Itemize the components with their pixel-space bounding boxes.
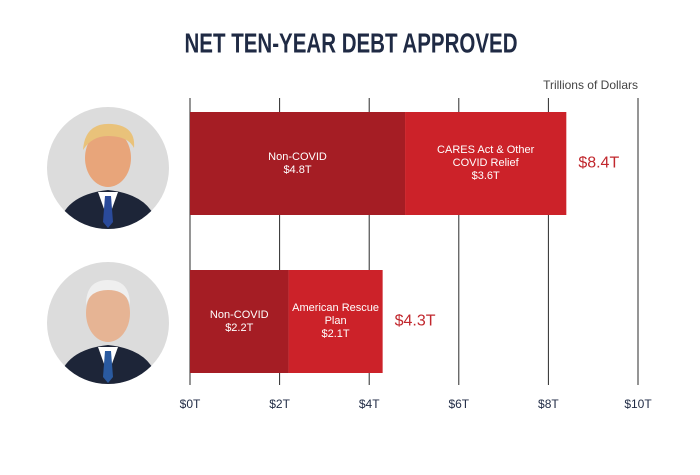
x-tick-label: $0T — [180, 397, 201, 411]
bar-segment — [288, 270, 383, 373]
bar-segment — [190, 270, 289, 373]
portrait — [47, 262, 169, 384]
x-tick-label: $10T — [624, 397, 652, 411]
segment-label: Non-COVID$4.8T — [190, 112, 405, 215]
bar-segment — [405, 112, 567, 215]
segment-label: American Rescue Plan$2.1T — [289, 270, 383, 373]
segment-name: CARES Act & Other COVID Relief — [437, 144, 535, 169]
segment-label-box: Non-COVID $4.8T — [190, 112, 405, 215]
portrait — [47, 107, 169, 229]
value-label: $2.2T — [225, 321, 254, 334]
x-tick-label: $4T — [359, 397, 380, 411]
total-label: $8.4T — [578, 155, 619, 172]
chart-title: NET TEN-YEAR DEBT APPROVED — [185, 27, 518, 58]
segment-name: Non-COVID — [209, 308, 269, 321]
segment-text: CARES Act & Other COVID Relief $3.6T — [436, 144, 536, 183]
segment-label: Non-COVID$2.2T — [190, 270, 289, 373]
value-label: $4.8T — [283, 163, 312, 176]
segment-label-box: American Rescue Plan $2.1T — [289, 270, 383, 373]
segment-label-box: CARES Act & Other COVID Relief $3.6T — [405, 112, 566, 215]
segment-name: American Rescue Plan — [292, 302, 379, 327]
axis-label: Trillions of Dollars — [543, 78, 638, 92]
segment-text: Non-COVID $2.2T — [210, 309, 269, 335]
segment-label: CARES Act & Other COVID Relief$3.6T — [405, 112, 566, 215]
x-tick-label: $8T — [538, 397, 559, 411]
x-tick-label: $6T — [448, 397, 469, 411]
value-label: $3.6T — [471, 170, 500, 182]
segment-text: American Rescue Plan $2.1T — [289, 302, 383, 341]
photos — [47, 107, 169, 384]
bar-segment — [190, 112, 406, 215]
segment-label-box: Non-COVID $2.2T — [190, 270, 289, 373]
segment-text: Non-COVID $4.8T — [268, 151, 327, 177]
segment-name: Non-COVID — [268, 150, 327, 163]
x-tick-label: $2T — [269, 397, 290, 411]
value-label: $2.1T — [321, 328, 350, 340]
total-label: $4.3T — [395, 313, 436, 330]
